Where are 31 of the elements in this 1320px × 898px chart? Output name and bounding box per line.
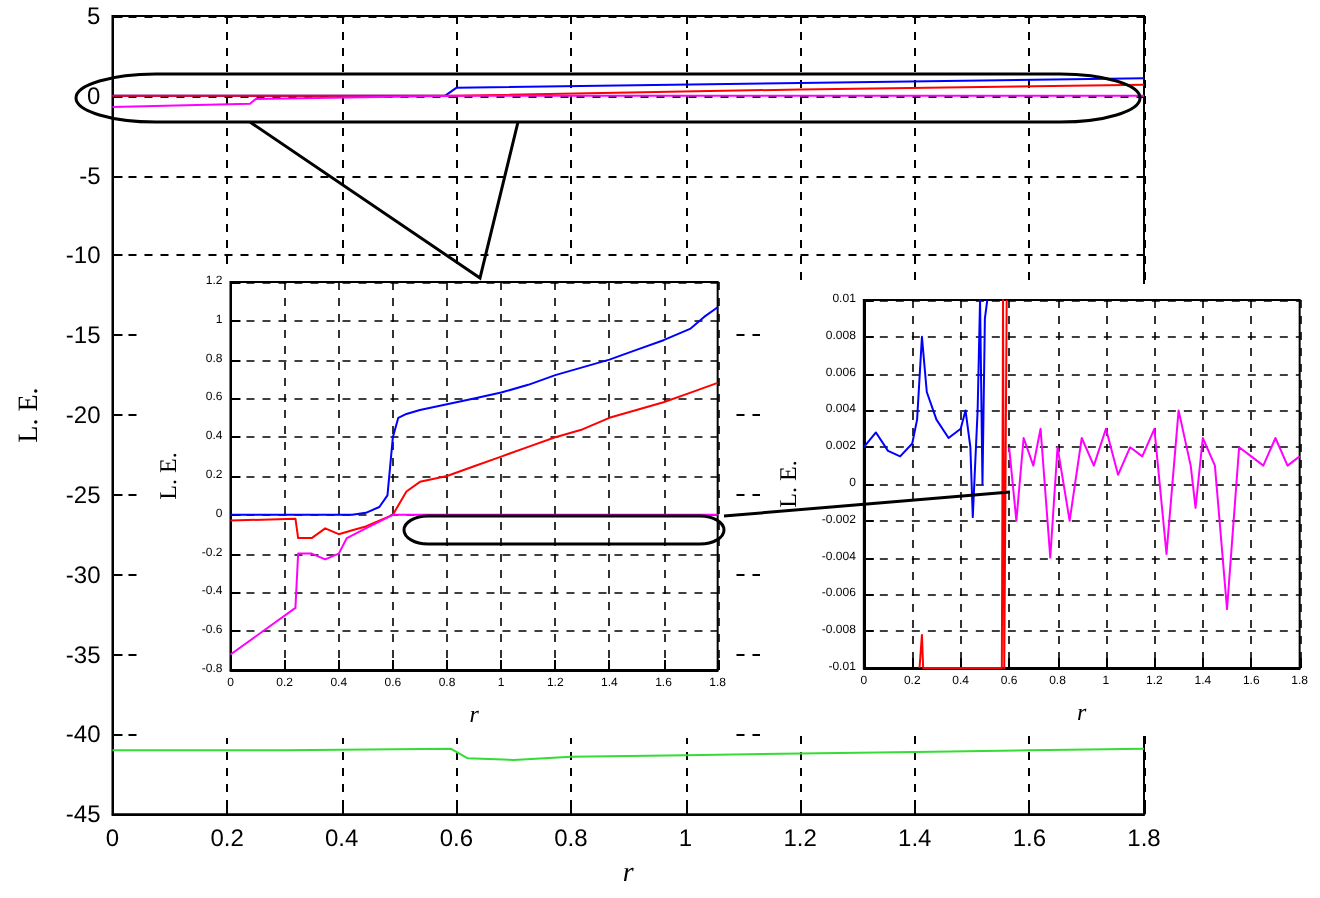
x-axis-title: r xyxy=(622,859,635,889)
x-tick-label: 1.6 xyxy=(1012,824,1047,853)
y-tick-label: -15 xyxy=(65,321,102,350)
y-axis-title: L. E. xyxy=(154,452,182,500)
line-series xyxy=(229,381,719,540)
x-tick-label: 1.4 xyxy=(898,824,933,853)
x-axis-title: r xyxy=(1077,698,1088,726)
x-tick-label: 0 xyxy=(105,824,120,853)
y-tick-label: -25 xyxy=(65,480,102,509)
y-tick-label: -30 xyxy=(65,560,102,589)
line-series xyxy=(229,513,719,656)
x-tick-label: 1.2 xyxy=(783,824,818,853)
y-tick-label: 5 xyxy=(87,2,102,30)
x-tick-label: 0.6 xyxy=(439,824,474,853)
y-tick-label: -40 xyxy=(65,720,102,749)
y-axis-title: L. E. xyxy=(15,387,45,443)
x-tick-label: 1.8 xyxy=(1127,824,1162,853)
y-tick-label: -20 xyxy=(65,401,102,430)
y-tick-label: -35 xyxy=(65,640,102,669)
y-tick-label: -45 xyxy=(65,800,102,829)
line-series xyxy=(229,306,719,516)
y-tick-label: 0 xyxy=(87,81,102,110)
x-tick-label: 0.8 xyxy=(554,824,589,853)
y-axis-title: L. E. xyxy=(774,460,802,508)
y-tick-label: -10 xyxy=(65,241,102,270)
line-series xyxy=(1008,409,1301,611)
line-series xyxy=(862,299,989,519)
y-tick-label: -5 xyxy=(79,161,102,190)
x-tick-label: 0.4 xyxy=(325,824,360,853)
x-tick-label: 1 xyxy=(678,824,693,853)
x-axis-title: r xyxy=(469,700,480,728)
